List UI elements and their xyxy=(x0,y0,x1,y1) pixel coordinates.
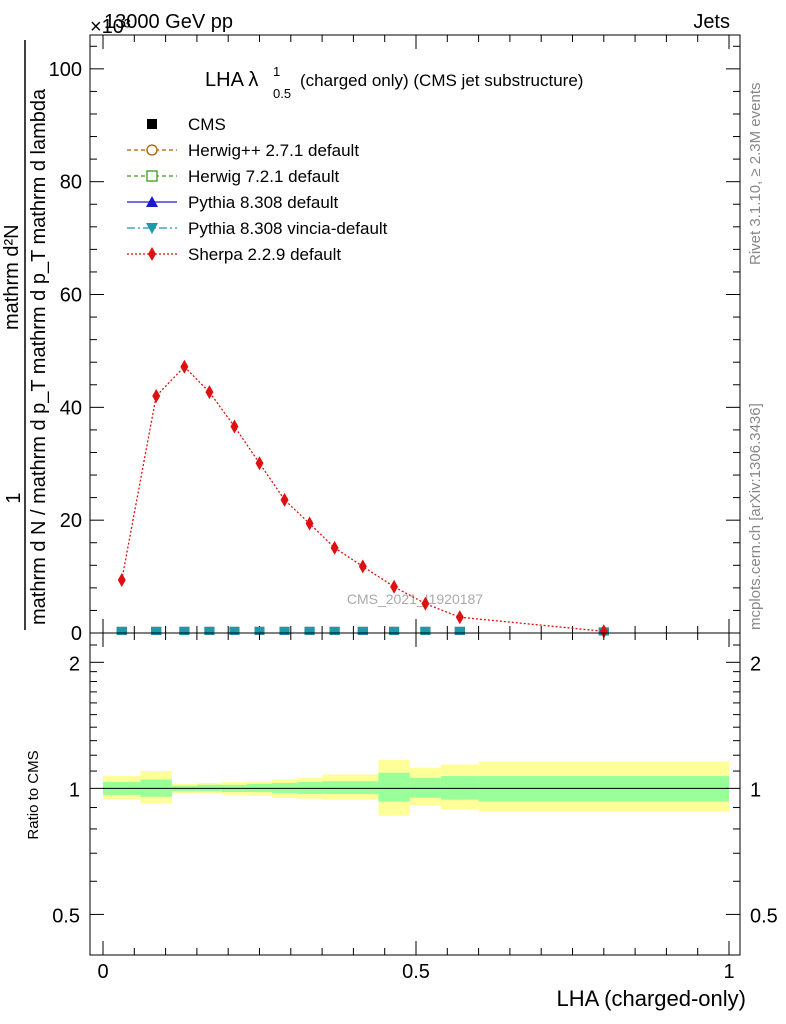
main-series xyxy=(116,359,609,639)
mc-overlay-point xyxy=(279,626,290,635)
ratio-bands xyxy=(103,759,729,816)
title-sub: 0.5 xyxy=(273,86,291,101)
main-ytick-label: 20 xyxy=(60,510,82,532)
mc-overlay-point xyxy=(179,626,190,635)
ratio-ytick-label: 0.5 xyxy=(52,905,80,927)
sherpa-point xyxy=(390,579,399,594)
sherpa-point xyxy=(230,419,239,434)
ratio-ytick-label-right: 1 xyxy=(750,779,761,801)
category-label: Jets xyxy=(693,11,730,33)
legend-label: CMS xyxy=(188,115,226,134)
legend: CMS Herwig++ 2.7.1 default Herwig 7.2.1 de… xyxy=(127,115,388,264)
main-ytick-label: 80 xyxy=(60,172,82,194)
sherpa-point xyxy=(280,492,289,507)
legend-marker-diamond xyxy=(148,247,156,261)
mc-overlay-point xyxy=(389,626,400,635)
mc-overlay-point xyxy=(116,626,127,635)
ratio-ytick-label-right: 0.5 xyxy=(750,905,778,927)
watermark: CMS_2021_I1920187 xyxy=(347,591,483,607)
mcplots-label: mcplots.cern.ch [arXiv:1306.3436] xyxy=(747,403,764,630)
legend-label: Herwig++ 2.7.1 default xyxy=(188,141,359,160)
ratio-ticks: 0.5 0.5 1 1 2 2 0 0.5 1 xyxy=(52,633,778,983)
ratio-xlabel: LHA (charged-only) xyxy=(556,986,746,1011)
sherpa-point xyxy=(330,540,339,555)
ratio-band-inner xyxy=(378,772,410,802)
sherpa-point xyxy=(152,389,161,404)
exponent-label: ×10³ xyxy=(90,16,131,38)
mc-overlay-point xyxy=(329,626,340,635)
legend-entry: CMS xyxy=(147,115,226,134)
ratio-ylabel: Ratio to CMS xyxy=(25,750,42,839)
sherpa-point xyxy=(358,559,367,574)
legend-marker-triangle-down xyxy=(146,223,158,234)
legend-entry: Herwig++ 2.7.1 default xyxy=(127,141,359,160)
legend-entry: Sherpa 2.2.9 default xyxy=(127,245,341,264)
mc-overlay-point xyxy=(204,626,215,635)
ratio-panel-frame xyxy=(89,632,741,956)
legend-label: Pythia 8.308 default xyxy=(188,193,339,212)
sherpa-point xyxy=(455,610,464,625)
ratio-band-inner xyxy=(322,781,379,794)
ratio-xtick-label: 1 xyxy=(723,961,734,983)
mc-overlay-point xyxy=(420,626,431,635)
mc-overlay-point xyxy=(229,626,240,635)
mc-overlay-point xyxy=(151,626,162,635)
main-ytick-label: 40 xyxy=(60,397,82,419)
legend-marker-triangle xyxy=(146,196,158,207)
legend-label: Sherpa 2.2.9 default xyxy=(188,245,341,264)
legend-entry: Herwig 7.2.1 default xyxy=(127,167,339,186)
sherpa-line xyxy=(121,365,604,632)
main-ytick-label: 0 xyxy=(71,623,82,645)
ratio-xtick-label: 0.5 xyxy=(402,961,430,983)
mc-overlay-point xyxy=(454,626,465,635)
legend-marker-circle xyxy=(146,144,158,156)
ylabel-numerator-one: 1 xyxy=(3,492,25,503)
ratio-ytick-label: 2 xyxy=(69,653,80,675)
mc-overlay-point xyxy=(254,626,265,635)
main-ylabel: 1 mathrm d²N mathrm d N / mathrm d p_T m… xyxy=(1,40,50,630)
legend-entry: Pythia 8.308 vincia-default xyxy=(127,219,388,238)
sherpa-point xyxy=(421,596,430,611)
title-rest: (charged only) (CMS jet substructure) xyxy=(300,71,583,90)
sherpa-point xyxy=(205,385,214,400)
sherpa-point xyxy=(117,572,126,587)
energy-label: 13000 GeV pp xyxy=(104,11,233,33)
ratio-ytick-label: 1 xyxy=(69,779,80,801)
chart-title: LHA λ 1 0.5 (charged only) (CMS jet subs… xyxy=(205,64,583,101)
mc-overlay-point xyxy=(357,626,368,635)
legend-marker-square-open xyxy=(146,170,158,182)
ylabel-top: mathrm d²N xyxy=(1,224,23,330)
sherpa-point xyxy=(255,456,264,471)
main-ytick-label: 100 xyxy=(49,59,82,81)
legend-label: Herwig 7.2.1 default xyxy=(188,167,339,186)
legend-entry: Pythia 8.308 default xyxy=(127,193,339,212)
main-y-ticks: 0 20 40 60 80 100 xyxy=(49,35,740,645)
ratio-band-inner xyxy=(441,776,479,800)
legend-marker-square xyxy=(147,119,157,129)
title-main: LHA λ xyxy=(205,69,258,91)
sherpa-point xyxy=(599,624,608,639)
mc-overlay-point xyxy=(304,626,315,635)
ratio-band-inner xyxy=(409,777,442,798)
rivet-label: Rivet 3.1.10, ≥ 2.3M events xyxy=(747,83,764,266)
sherpa-point xyxy=(180,359,189,374)
legend-label: Pythia 8.308 vincia-default xyxy=(188,219,388,238)
ylabel-bottom: mathrm d N / mathrm d p_T mathrm d p_T m… xyxy=(28,88,50,625)
main-ytick-label: 60 xyxy=(60,285,82,307)
title-sup: 1 xyxy=(273,64,280,79)
ratio-xtick-label: 0 xyxy=(97,961,108,983)
ratio-ytick-label-right: 2 xyxy=(750,653,761,675)
sherpa-point xyxy=(305,516,314,531)
